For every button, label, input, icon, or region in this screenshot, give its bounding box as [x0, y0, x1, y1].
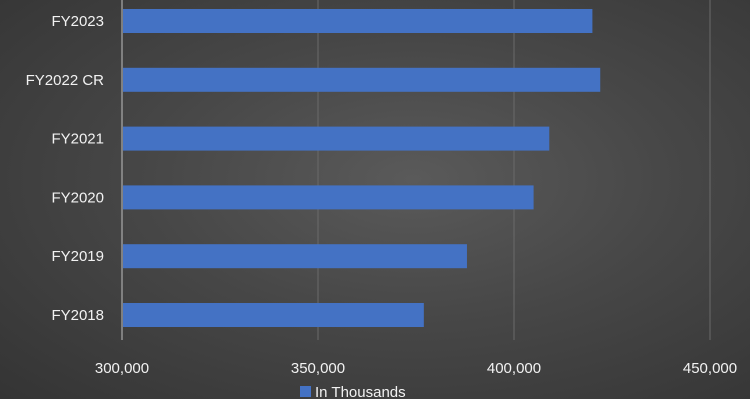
bar	[123, 244, 467, 269]
bar	[123, 303, 424, 327]
legend-label: In Thousands	[315, 384, 406, 399]
legend-swatch	[300, 386, 311, 397]
gridlines	[317, 0, 711, 340]
category-label: FY2023	[51, 13, 104, 30]
bar	[123, 9, 593, 33]
category-label: FY2018	[51, 307, 104, 324]
category-label: FY2022 CR	[26, 72, 105, 89]
category-labels: FY2023 FY2022 CR FY2021 FY2020 FY2019 FY2018	[26, 13, 105, 324]
category-label: FY2020	[51, 189, 104, 206]
x-tick-labels: 300,000 350,000 400,000 450,000	[95, 360, 737, 377]
category-label: FY2019	[51, 248, 104, 265]
legend: In Thousands	[300, 384, 406, 399]
x-tick-label: 400,000	[487, 360, 541, 377]
x-tick-label: 300,000	[95, 360, 149, 377]
category-label: FY2021	[51, 131, 104, 148]
bar	[123, 185, 534, 210]
x-tick-label: 350,000	[291, 360, 345, 377]
bars	[123, 9, 601, 327]
x-tick-label: 450,000	[683, 360, 737, 377]
bar	[123, 126, 550, 151]
bar	[123, 67, 601, 92]
